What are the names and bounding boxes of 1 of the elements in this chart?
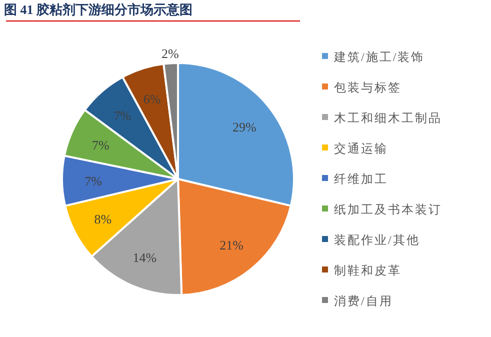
title: 图 41 胶粘剂下游细分市场示意图 [4, 2, 192, 17]
